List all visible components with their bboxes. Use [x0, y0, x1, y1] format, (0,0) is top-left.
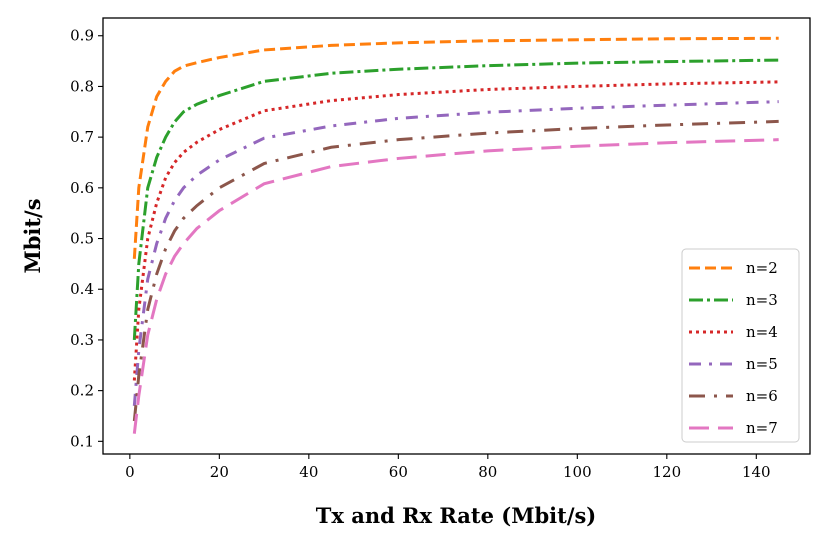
- y-tick-label: 0.4: [70, 280, 94, 298]
- legend: n=2 n=3 n=4 n=5 n=6 n=7: [681, 248, 800, 443]
- legend-label-4: n=5: [746, 355, 778, 373]
- legend-label-5: n=6: [746, 387, 778, 405]
- legend-label-2: n=3: [746, 291, 778, 309]
- x-tick-label: 120: [652, 463, 681, 481]
- x-tick-label: 140: [742, 463, 771, 481]
- legend-label-6: n=7: [746, 419, 778, 437]
- series-line-3: [132, 80, 779, 381]
- series-line-4: [132, 100, 779, 406]
- y-tick-label: 0.3: [70, 331, 94, 349]
- x-tick-label: 60: [389, 463, 408, 481]
- x-tick-label: 20: [210, 463, 229, 481]
- x-tick-label: 40: [299, 463, 318, 481]
- series-line-6: [132, 138, 779, 434]
- x-axis-label: Tx and Rx Rate (Mbit/s): [316, 503, 597, 528]
- series-line-2: [132, 58, 779, 341]
- legend-box: [681, 248, 800, 443]
- x-tick-label: 100: [563, 463, 592, 481]
- plot-frame: [102, 17, 811, 455]
- y-tick-label: 0.1: [70, 432, 94, 450]
- y-tick-label: 0.5: [70, 230, 94, 248]
- x-axis-ticks: 0 20 40 60 80 100 120 140: [125, 454, 771, 481]
- series-line-5: [132, 119, 779, 422]
- y-tick-label: 0.7: [70, 128, 94, 146]
- y-tick-label: 0.6: [70, 179, 94, 197]
- x-tick-label: 80: [478, 463, 497, 481]
- legend-label-3: n=4: [746, 323, 778, 341]
- series-lines: [132, 36, 779, 434]
- y-tick-label: 0.2: [70, 382, 94, 400]
- y-tick-label: 0.8: [70, 77, 94, 95]
- y-axis-label: Mbit/s: [20, 198, 45, 273]
- series-line-1: [132, 36, 779, 259]
- y-axis-ticks: 0.1 0.2 0.3 0.4 0.5 0.6 0.7 0.8 0.9: [70, 27, 103, 450]
- y-tick-label: 0.9: [70, 27, 94, 45]
- x-tick-label: 0: [125, 463, 135, 481]
- legend-label-1: n=2: [746, 259, 778, 277]
